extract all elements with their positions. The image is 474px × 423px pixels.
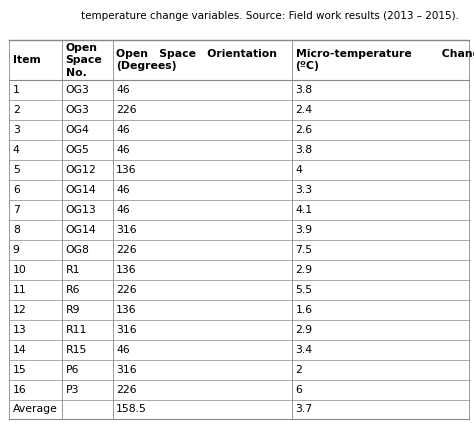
Text: 226: 226 <box>116 245 137 255</box>
Text: Open   Space   Orientation
(Degrees): Open Space Orientation (Degrees) <box>116 49 277 71</box>
Text: 136: 136 <box>116 165 137 175</box>
Text: 1: 1 <box>13 85 20 95</box>
Text: R15: R15 <box>66 345 87 355</box>
Text: Micro-temperature        Change
(ºC): Micro-temperature Change (ºC) <box>296 49 474 71</box>
Text: 4: 4 <box>13 146 20 155</box>
Text: Open
Space
No.: Open Space No. <box>66 43 102 78</box>
Text: 6: 6 <box>13 185 20 195</box>
Text: 2.9: 2.9 <box>296 265 313 275</box>
Text: 316: 316 <box>116 225 137 235</box>
Text: 226: 226 <box>116 385 137 395</box>
Text: 46: 46 <box>116 85 130 95</box>
Text: 2.9: 2.9 <box>296 325 313 335</box>
Text: OG3: OG3 <box>66 105 90 115</box>
Text: 7.5: 7.5 <box>296 245 313 255</box>
Text: 316: 316 <box>116 325 137 335</box>
Text: 5: 5 <box>13 165 20 175</box>
Text: 2: 2 <box>13 105 20 115</box>
Text: 136: 136 <box>116 265 137 275</box>
Text: 2.4: 2.4 <box>296 105 313 115</box>
Text: 46: 46 <box>116 185 130 195</box>
Text: OG14: OG14 <box>66 185 96 195</box>
Text: 46: 46 <box>116 205 130 215</box>
Text: 16: 16 <box>13 385 27 395</box>
Text: 14: 14 <box>13 345 27 355</box>
Text: 7: 7 <box>13 205 20 215</box>
Text: R1: R1 <box>66 265 80 275</box>
Text: OG13: OG13 <box>66 205 96 215</box>
Text: OG5: OG5 <box>66 146 90 155</box>
Text: P3: P3 <box>66 385 79 395</box>
Text: 4.1: 4.1 <box>296 205 313 215</box>
Text: OG12: OG12 <box>66 165 96 175</box>
Text: temperature change variables. Source: Field work results (2013 – 2015).: temperature change variables. Source: Fi… <box>81 11 458 21</box>
Text: 3.8: 3.8 <box>296 85 313 95</box>
Text: 3.8: 3.8 <box>296 146 313 155</box>
Text: 3.3: 3.3 <box>296 185 313 195</box>
Text: 6: 6 <box>296 385 302 395</box>
Text: 9: 9 <box>13 245 20 255</box>
Text: 15: 15 <box>13 365 27 375</box>
Text: 13: 13 <box>13 325 27 335</box>
Text: 3: 3 <box>13 125 20 135</box>
Text: 316: 316 <box>116 365 137 375</box>
Text: 2: 2 <box>296 365 302 375</box>
Text: 226: 226 <box>116 105 137 115</box>
Text: Item: Item <box>13 55 41 65</box>
Text: 136: 136 <box>116 305 137 315</box>
Text: 5.5: 5.5 <box>296 285 313 295</box>
Text: 46: 46 <box>116 345 130 355</box>
Text: 46: 46 <box>116 125 130 135</box>
Text: OG3: OG3 <box>66 85 90 95</box>
Text: 8: 8 <box>13 225 20 235</box>
Text: 1.6: 1.6 <box>296 305 313 315</box>
Text: R9: R9 <box>66 305 80 315</box>
Text: 11: 11 <box>13 285 27 295</box>
Text: OG14: OG14 <box>66 225 96 235</box>
Text: 4: 4 <box>296 165 302 175</box>
Text: 12: 12 <box>13 305 27 315</box>
Text: Average: Average <box>13 404 58 415</box>
Text: R6: R6 <box>66 285 80 295</box>
Text: 2.6: 2.6 <box>296 125 313 135</box>
Text: OG8: OG8 <box>66 245 90 255</box>
Text: 3.4: 3.4 <box>296 345 313 355</box>
Text: 3.7: 3.7 <box>296 404 313 415</box>
Text: 158.5: 158.5 <box>116 404 147 415</box>
Text: 10: 10 <box>13 265 27 275</box>
Text: 46: 46 <box>116 146 130 155</box>
Text: P6: P6 <box>66 365 79 375</box>
Text: 226: 226 <box>116 285 137 295</box>
Text: R11: R11 <box>66 325 87 335</box>
Text: 3.9: 3.9 <box>296 225 313 235</box>
Text: OG4: OG4 <box>66 125 90 135</box>
